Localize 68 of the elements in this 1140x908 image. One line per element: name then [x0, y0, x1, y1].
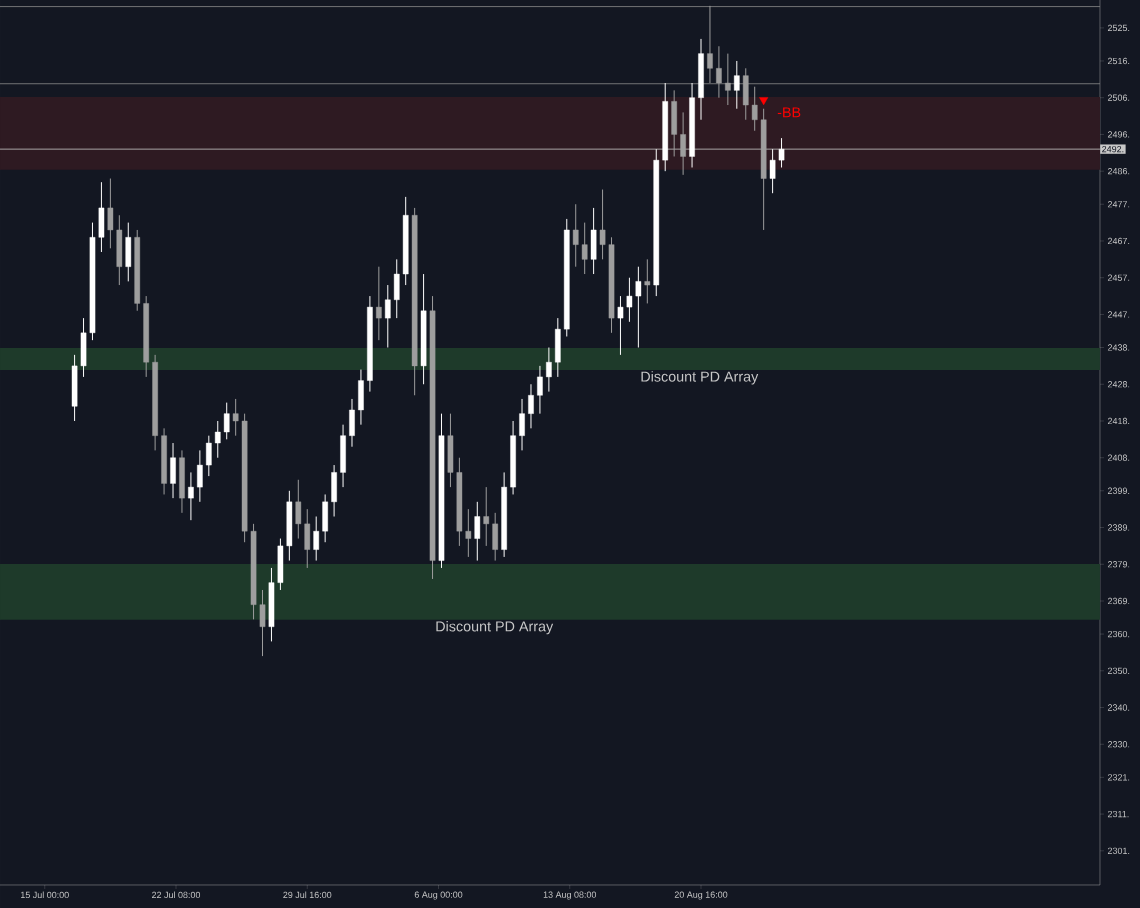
y-tick-label: 2311. [1107, 810, 1129, 818]
candlestick [384, 284, 391, 349]
candlestick [465, 508, 472, 558]
candlestick [751, 86, 758, 132]
candlestick [707, 5, 713, 84]
ref-line-label: 2492. [1102, 145, 1124, 153]
y-tick-label: 2477. [1107, 201, 1130, 208]
candlestick [519, 398, 525, 451]
candlestick [725, 53, 731, 106]
candlestick [537, 365, 543, 415]
candlestick [716, 45, 722, 99]
candlestick [644, 258, 651, 304]
y-tick-label: 2379. [1107, 561, 1130, 568]
y-tick-label: 2350. [1107, 667, 1130, 674]
candlestick [214, 420, 221, 459]
x-tick-label: 15 Jul 00:00 [21, 891, 69, 899]
candlestick [581, 222, 588, 275]
x-tick-label: 13 Aug 08:00 [543, 891, 597, 900]
x-tick-label: 29 Jul 16:00 [283, 891, 332, 899]
y-tick-label: 2496. [1107, 131, 1130, 138]
annotation: Discount PD Array [641, 371, 759, 385]
x-tick-label: 6 Aug 00:00 [414, 891, 463, 900]
candlestick [206, 435, 212, 477]
y-tick-label: 2418. [1107, 417, 1130, 425]
candlestick [376, 266, 382, 341]
candlestick [635, 266, 642, 349]
candlestick [769, 148, 776, 194]
candlestick [223, 402, 230, 440]
x-tick-label: 20 Aug 16:00 [674, 891, 728, 900]
y-tick-label: 2321. [1107, 774, 1130, 781]
y-tick-label: 2506. [1107, 94, 1130, 101]
y-tick-label: 2369. [1107, 597, 1130, 605]
candlestick [680, 111, 686, 176]
candlestick [599, 189, 606, 260]
candlestick [107, 178, 114, 249]
candlestick [626, 277, 633, 323]
y-tick-label: 2525. [1107, 24, 1130, 32]
candlestick [733, 60, 740, 110]
y-tick-label: 2389. [1107, 524, 1130, 531]
y-tick-label: 2408. [1107, 454, 1130, 461]
y-tick-label: 2301. [1107, 847, 1130, 854]
candlestick [313, 516, 320, 562]
series-label: -BB [777, 107, 801, 118]
y-tick-label: 2360. [1107, 630, 1130, 638]
y-tick-label: 2438. [1107, 344, 1130, 351]
candlestick [259, 589, 266, 657]
candlestick [295, 479, 302, 540]
x-tick-label: 22 Jul 08:00 [152, 891, 201, 899]
candlestick [483, 486, 490, 547]
y-tick-label: 2447. [1107, 311, 1130, 318]
candlestick [778, 137, 785, 168]
y-tick-label: 2428. [1107, 381, 1130, 388]
y-tick-label: 2457. [1107, 274, 1130, 281]
y-tick-label: 2340. [1107, 704, 1130, 711]
y-tick-label: 2399. [1107, 487, 1130, 494]
y-tick-label: 2330. [1107, 741, 1130, 748]
candlestick [617, 295, 624, 356]
y-tick-label: 2467. [1107, 237, 1130, 245]
annotation: Discount PD Array [436, 620, 554, 635]
candlestick [197, 449, 203, 503]
y-tick-label: 2516. [1107, 57, 1130, 65]
candlestick [188, 471, 194, 521]
candlestick [232, 398, 239, 437]
candlestick [528, 383, 534, 429]
y-tick-label: 2486. [1107, 168, 1130, 175]
candlestick [474, 501, 481, 562]
candlestick [572, 203, 579, 268]
candlestick [546, 347, 552, 393]
